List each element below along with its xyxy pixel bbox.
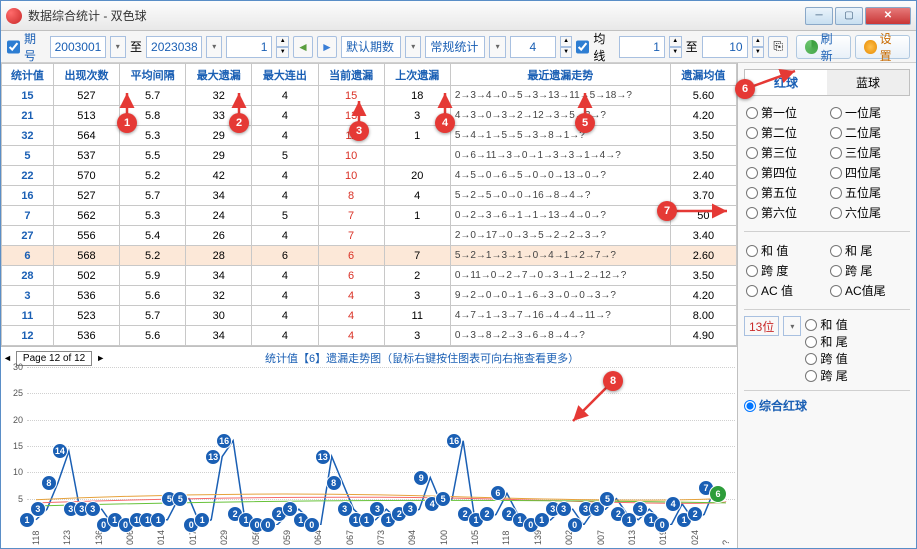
chart-point: 9 bbox=[413, 470, 429, 486]
chart-point: 5 bbox=[435, 491, 451, 507]
chart-point: 3 bbox=[556, 501, 572, 517]
digit-select[interactable]: 13位 bbox=[744, 316, 779, 336]
radio-第六位[interactable]: 第六位 bbox=[746, 204, 824, 221]
chart-point: 8 bbox=[41, 475, 57, 491]
app-icon bbox=[6, 8, 22, 24]
chart-point: 16 bbox=[216, 433, 232, 449]
annotation-marker-5: 5 bbox=[575, 113, 595, 133]
refresh-button[interactable]: 刷新 bbox=[796, 35, 851, 59]
radio-第五位[interactable]: 第五位 bbox=[746, 184, 824, 201]
period-from-input[interactable] bbox=[50, 36, 106, 58]
chart-point: 4 bbox=[665, 496, 681, 512]
chart-point: 3 bbox=[85, 501, 101, 517]
radio-跨 尾[interactable]: 跨 尾 bbox=[805, 367, 910, 384]
sub-up[interactable]: ▲ bbox=[560, 36, 573, 47]
radio-二位尾[interactable]: 二位尾 bbox=[830, 124, 908, 141]
annotation-marker-7: 7 bbox=[657, 201, 677, 221]
avg-from-input[interactable] bbox=[619, 36, 665, 58]
chart-point: 8 bbox=[326, 475, 342, 491]
radio-跨 度[interactable]: 跨 度 bbox=[746, 262, 824, 279]
count-down[interactable]: ▼ bbox=[276, 47, 289, 58]
chart-point: 5 bbox=[172, 491, 188, 507]
stat-type-input[interactable] bbox=[425, 36, 485, 58]
chart-title: 统计值【6】遗漏走势图（鼠标右键按住图表可向右拖查看更多） bbox=[109, 350, 735, 366]
radio-和 尾[interactable]: 和 尾 bbox=[830, 242, 908, 259]
annotation-marker-8: 8 bbox=[603, 371, 623, 391]
annotation-marker-6: 6 bbox=[735, 79, 755, 99]
chart-point: 0 bbox=[567, 517, 583, 533]
close-button[interactable]: ✕ bbox=[865, 7, 911, 25]
chart-point: 14 bbox=[52, 443, 68, 459]
pager[interactable]: Page 12 of 12 bbox=[16, 351, 92, 366]
radio-第四位[interactable]: 第四位 bbox=[746, 164, 824, 181]
stat-type-dropdown[interactable]: ▾ bbox=[489, 36, 505, 58]
radio-第三位[interactable]: 第三位 bbox=[746, 144, 824, 161]
maximize-button[interactable]: ▢ bbox=[835, 7, 863, 25]
count-up[interactable]: ▲ bbox=[276, 36, 289, 47]
radio-和 值[interactable]: 和 值 bbox=[805, 316, 910, 333]
radio-和 尾[interactable]: 和 尾 bbox=[805, 333, 910, 350]
sub-count-input[interactable] bbox=[510, 36, 556, 58]
avg-to-label: 至 bbox=[686, 38, 698, 55]
radio-AC值尾[interactable]: AC值尾 bbox=[830, 282, 908, 299]
avg-label: 均线 bbox=[593, 30, 615, 64]
period-from-dropdown[interactable]: ▾ bbox=[110, 36, 126, 58]
chart-point: 0 bbox=[304, 517, 320, 533]
annotation-marker-4: 4 bbox=[435, 113, 455, 133]
radio-综合红球[interactable]: 综合红球 bbox=[744, 397, 910, 414]
annotation-marker-1: 1 bbox=[117, 113, 137, 133]
digit-dropdown[interactable]: ▾ bbox=[783, 316, 801, 336]
to-label: 至 bbox=[130, 38, 142, 55]
period-to-input[interactable] bbox=[146, 36, 202, 58]
annotation-marker-2: 2 bbox=[229, 113, 249, 133]
radio-一位尾[interactable]: 一位尾 bbox=[830, 104, 908, 121]
annotation-marker-3: 3 bbox=[349, 121, 369, 141]
avg-checkbox[interactable] bbox=[576, 40, 589, 54]
radio-四位尾[interactable]: 四位尾 bbox=[830, 164, 908, 181]
radio-六位尾[interactable]: 六位尾 bbox=[830, 204, 908, 221]
radio-跨 值[interactable]: 跨 值 bbox=[805, 350, 910, 367]
radio-三位尾[interactable]: 三位尾 bbox=[830, 144, 908, 161]
settings-button[interactable]: 设置 bbox=[855, 35, 910, 59]
stats-table: 统计值出现次数平均间隔最大遗漏最大连出当前遗漏上次遗漏最近遗漏走势遗漏均值 15… bbox=[1, 63, 737, 346]
chart-point: 16 bbox=[446, 433, 462, 449]
radio-和 值[interactable]: 和 值 bbox=[746, 242, 824, 259]
count-input[interactable] bbox=[226, 36, 272, 58]
radio-AC 值[interactable]: AC 值 bbox=[746, 282, 824, 299]
default-period-dropdown[interactable]: ▾ bbox=[405, 36, 421, 58]
chart-point: 13 bbox=[315, 449, 331, 465]
minimize-button[interactable]: ─ bbox=[805, 7, 833, 25]
period-label: 期号 bbox=[24, 30, 46, 64]
sub-down[interactable]: ▼ bbox=[560, 47, 573, 58]
period-to-dropdown[interactable]: ▾ bbox=[206, 36, 222, 58]
copy-button[interactable]: ⎘ bbox=[768, 36, 788, 58]
prev-button[interactable]: ◄ bbox=[293, 36, 313, 58]
period-checkbox[interactable] bbox=[7, 40, 20, 54]
default-period-input[interactable] bbox=[341, 36, 401, 58]
radio-五位尾[interactable]: 五位尾 bbox=[830, 184, 908, 201]
chart-point: 1 bbox=[194, 512, 210, 528]
next-button[interactable]: ► bbox=[317, 36, 337, 58]
avg-to-input[interactable] bbox=[702, 36, 748, 58]
radio-跨 尾[interactable]: 跨 尾 bbox=[830, 262, 908, 279]
tab-blue[interactable]: 蓝球 bbox=[827, 70, 909, 95]
window-title: 数据综合统计 - 双色球 bbox=[28, 7, 805, 24]
chart-point: 13 bbox=[205, 449, 221, 465]
